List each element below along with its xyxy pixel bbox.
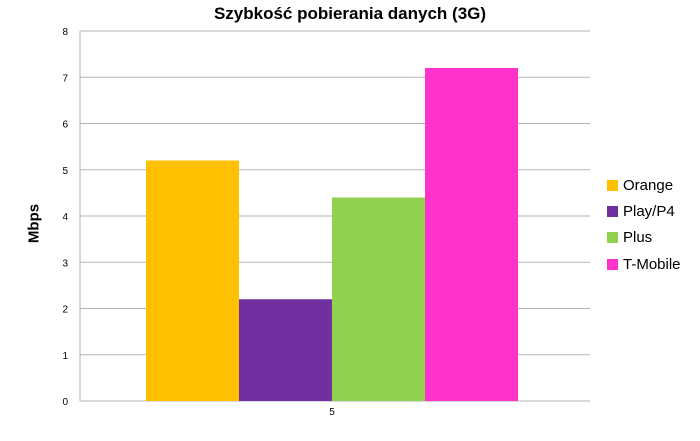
bar-plus — [332, 197, 425, 401]
y-axis-label: Mbps — [25, 203, 43, 244]
legend-swatch — [607, 258, 618, 270]
legend-item: T-Mobile — [607, 251, 681, 277]
bar-play-p4 — [239, 299, 332, 401]
y-tick-label: 8 — [62, 27, 68, 38]
legend-swatch — [607, 205, 618, 217]
y-tick-label: 4 — [62, 212, 68, 223]
y-tick-label: 7 — [62, 73, 68, 84]
legend-swatch — [607, 179, 618, 191]
legend-label: Play/P4 — [623, 202, 675, 220]
y-tick-label: 0 — [62, 397, 68, 408]
bar-t-mobile — [425, 68, 518, 401]
legend-swatch — [607, 232, 618, 244]
legend-label: Plus — [623, 229, 653, 247]
bar-orange — [146, 160, 239, 401]
x-tick-label: 5 — [329, 407, 335, 418]
chart-title: Szybkość pobierania danych (3G) — [213, 4, 487, 23]
legend-label: Orange — [623, 176, 674, 194]
legend-label: T-Mobile — [623, 255, 681, 273]
legend-item: Plus — [607, 225, 681, 251]
legend: Orange Play/P4 Plus T-Mobile — [607, 172, 681, 277]
legend-item: Play/P4 — [607, 198, 681, 224]
y-tick-label: 5 — [62, 166, 68, 177]
legend-item: Orange — [607, 172, 681, 198]
y-tick-label: 2 — [62, 305, 68, 316]
y-tick-label: 1 — [62, 351, 68, 362]
y-tick-label: 6 — [62, 120, 68, 131]
y-tick-label: 3 — [62, 258, 68, 269]
